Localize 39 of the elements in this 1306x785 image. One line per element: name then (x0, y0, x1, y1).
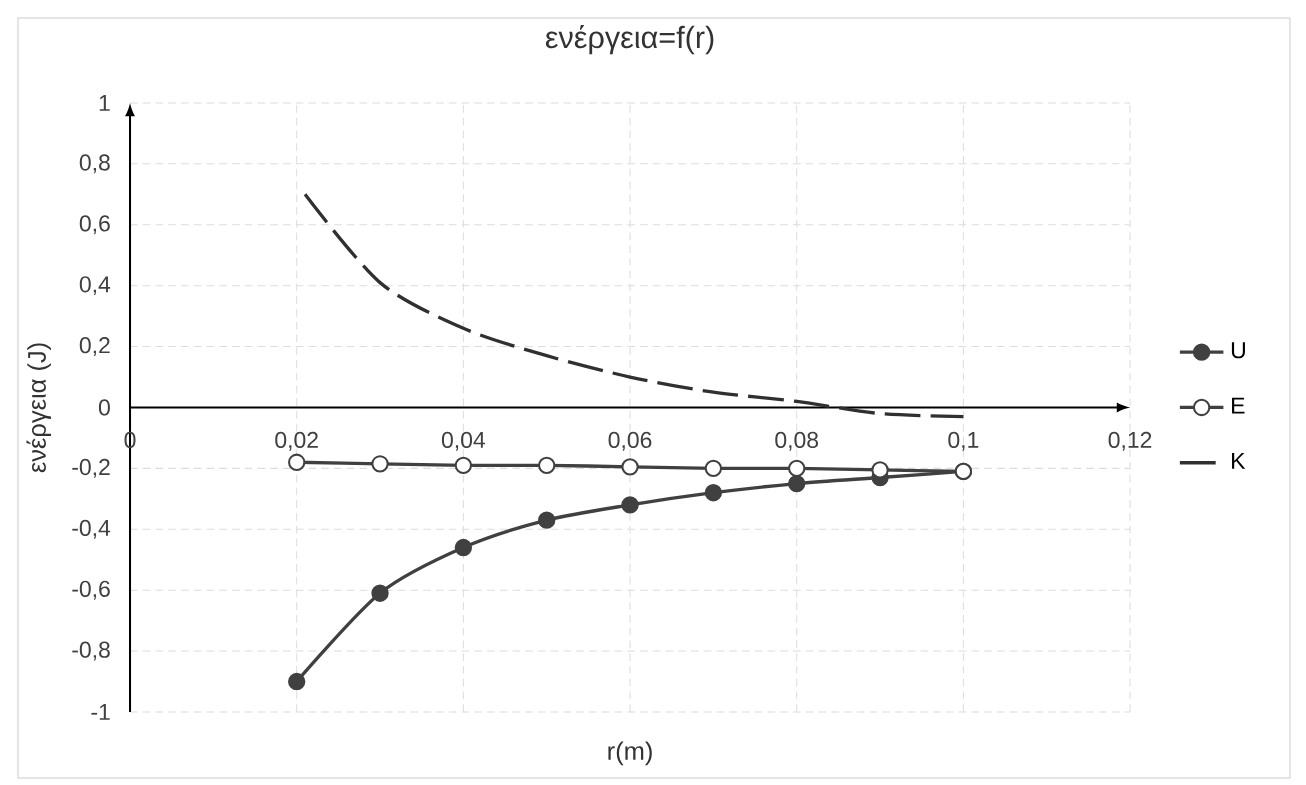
legend-label: U (1231, 342, 1245, 359)
line-series (303, 192, 966, 419)
point (621, 496, 639, 514)
y-tick-label: -0,6 (72, 580, 110, 600)
point (288, 453, 306, 471)
point (871, 461, 889, 479)
y-tick-label: -0,2 (72, 458, 110, 478)
y-tick-label: 0,6 (79, 215, 110, 235)
point (371, 455, 389, 473)
point (704, 484, 723, 502)
x-tick-label: 0,02 (275, 431, 318, 451)
y-axis-title: ενέργεια (J) (26, 343, 51, 473)
y-tick-label: 0,4 (79, 276, 111, 296)
y-tick-label: 0 (98, 399, 110, 416)
point (621, 458, 639, 476)
y-tick-label: 1 (99, 95, 110, 111)
y-tick-label: -0,4 (72, 519, 111, 539)
x-tick-label: 0,12 (1108, 431, 1152, 451)
x-tick-label: 0,06 (608, 431, 652, 451)
y-tick-label: -0,8 (72, 641, 110, 661)
point (371, 584, 389, 602)
y-tick-label: 0,8 (79, 154, 110, 174)
chart-title: ενέργεια=f(r) (545, 24, 714, 55)
point (538, 456, 556, 475)
point (704, 459, 723, 478)
y-tick-label: -1 (91, 704, 110, 720)
point (288, 672, 306, 691)
legend-label: K (1232, 452, 1246, 469)
point (788, 459, 806, 478)
point (454, 456, 473, 475)
x-tick-label: 0,04 (441, 431, 486, 451)
x-tick-label: 0,08 (775, 431, 819, 451)
x-axis-title: r(m) (608, 741, 652, 766)
point (454, 538, 473, 557)
point (538, 511, 556, 529)
legend-label: E (1232, 397, 1245, 414)
y-tick-label: 0,2 (79, 337, 110, 357)
x-tick-label: 0,1 (948, 431, 979, 451)
point (788, 474, 806, 493)
